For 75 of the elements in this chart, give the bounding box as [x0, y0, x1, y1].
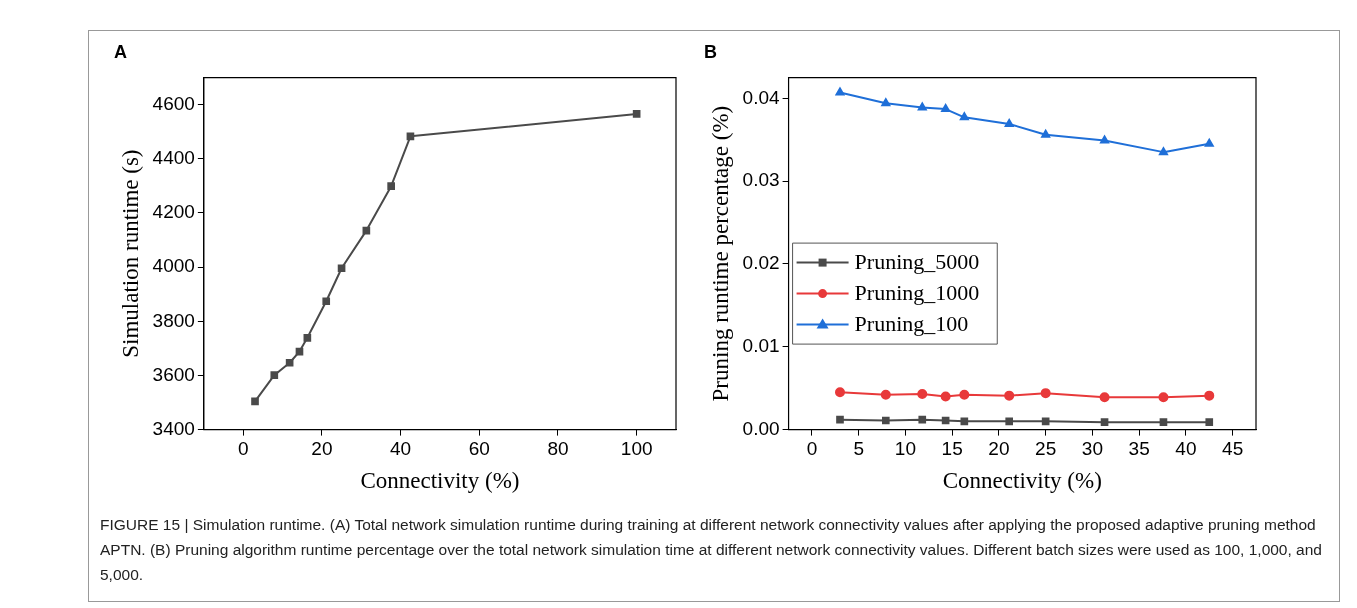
- y-tick-label: 0.04: [742, 86, 781, 108]
- y-tick-label: 4400: [152, 147, 195, 169]
- point: [881, 416, 890, 425]
- legend-label: Pruning_5000: [854, 249, 980, 275]
- x-tick-label: 5: [853, 438, 864, 460]
- point: [959, 389, 970, 400]
- point: [1100, 135, 1110, 144]
- y-tick-label: 0.03: [742, 169, 780, 191]
- y-tick-label: 0.00: [742, 417, 780, 439]
- point: [322, 297, 331, 306]
- point: [917, 102, 927, 111]
- y-tick-label: 4200: [152, 201, 195, 223]
- x-tick-label: 0: [237, 438, 249, 460]
- x-axis-title: Connectivity (%): [942, 468, 1102, 494]
- point: [835, 387, 845, 398]
- point: [1040, 388, 1051, 399]
- chart-title: A: [114, 41, 127, 62]
- x-tick-label: 100: [620, 438, 653, 460]
- point: [940, 391, 951, 402]
- x-tick-label: 15: [941, 438, 963, 460]
- point: [941, 104, 951, 113]
- point: [1204, 390, 1215, 401]
- x-tick-label: 0: [806, 438, 818, 460]
- x-tick-label: 80: [547, 438, 569, 460]
- legend-label: Pruning_100: [854, 311, 969, 337]
- point: [251, 397, 259, 406]
- point: [1041, 417, 1050, 426]
- y-tick-label: 0.01: [742, 335, 780, 357]
- x-tick-label: 40: [390, 438, 412, 460]
- x-tick-label: 45: [1222, 438, 1244, 460]
- point: [1099, 392, 1110, 403]
- point: [917, 388, 928, 399]
- y-tick-label: 3600: [152, 363, 195, 385]
- y-tick-label: 0.02: [742, 252, 780, 274]
- point: [303, 333, 312, 342]
- chart-title: B: [704, 41, 717, 62]
- x-tick-label: 40: [1175, 438, 1197, 460]
- x-tick-label: 10: [894, 438, 916, 460]
- point: [835, 87, 845, 96]
- point: [881, 98, 891, 107]
- x-tick-label: 35: [1128, 438, 1150, 460]
- point: [285, 358, 294, 367]
- y-tick-label: 3800: [152, 309, 195, 331]
- point: [1159, 418, 1168, 426]
- point: [918, 415, 927, 424]
- point: [1005, 417, 1014, 426]
- x-tick-label: 20: [988, 438, 1010, 460]
- point: [960, 417, 969, 426]
- legend-label: Pruning_1000: [854, 280, 980, 306]
- y-axis-title: Pruning runtime percentage (%): [707, 105, 733, 402]
- x-tick-label: 60: [468, 438, 490, 460]
- x-axis-title: Connectivity (%): [360, 468, 520, 494]
- x-tick-label: 20: [311, 438, 333, 460]
- y-axis-title: Simulation runtime (s): [117, 149, 143, 358]
- point: [632, 110, 641, 118]
- point: [387, 182, 395, 191]
- point: [1158, 147, 1168, 156]
- x-tick-label: 30: [1081, 438, 1103, 460]
- point: [1205, 418, 1214, 426]
- point: [1004, 118, 1014, 127]
- point: [880, 389, 891, 400]
- point: [1041, 129, 1051, 138]
- x-tick-label: 25: [1035, 438, 1057, 460]
- point: [959, 112, 969, 121]
- y-tick-label: 4000: [152, 255, 195, 277]
- point: [337, 264, 346, 273]
- caption: FIGURE 15 | Simulation runtime. (A) Total network simulation runtime during training at different network connectivity values after applying the proposed adaptive pruning method APTN. (B) Pruning algorithm runtime percentage over the total network simulation time at different network connectivity values. Different batch sizes were used as 100, 1,000, and 5,000.: [100, 515, 1323, 585]
- point: [1158, 392, 1169, 403]
- point: [270, 371, 279, 379]
- point: [836, 415, 844, 424]
- y-tick-label: 3400: [152, 417, 195, 439]
- y-tick-label: 4600: [152, 92, 195, 114]
- point: [1204, 138, 1214, 147]
- point: [1100, 418, 1109, 426]
- point: [1004, 390, 1015, 401]
